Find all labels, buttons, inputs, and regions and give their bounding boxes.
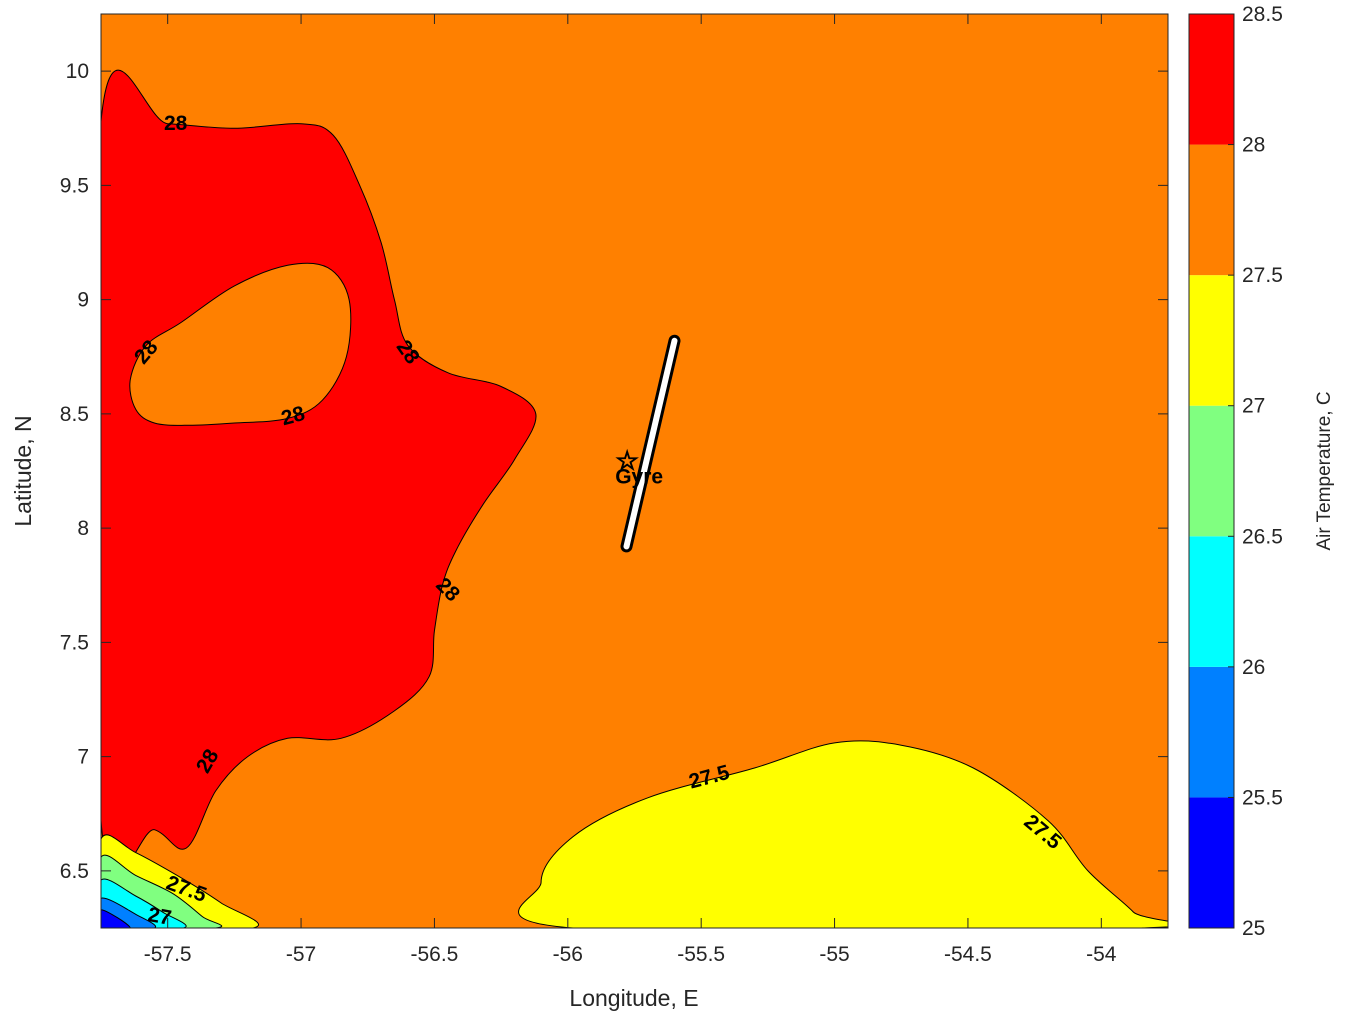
colorbar-swatch — [1189, 666, 1234, 798]
gyre-label: Gyre — [615, 466, 663, 489]
x-tick-label: -55.5 — [677, 943, 725, 966]
plot-frame — [100, 13, 1169, 929]
colorbar-swatch — [1189, 275, 1234, 406]
colorbar-label: Air Temperature, C — [1314, 391, 1335, 550]
contour-label: 27 — [146, 903, 173, 930]
gyre-marker-icon: ☆ — [616, 447, 639, 477]
contour-label: 28 — [164, 112, 188, 135]
colorbar-swatch — [1189, 14, 1234, 145]
y-axis-label: Latitude, N — [10, 415, 36, 526]
y-tick-label: 8 — [77, 517, 89, 540]
contour-regions — [101, 69, 1168, 928]
x-tick-label: -54.5 — [944, 943, 992, 966]
y-tick-label: 9.5 — [60, 174, 89, 197]
colorbar-frame — [1188, 13, 1235, 929]
x-tick-label: -56.5 — [411, 943, 459, 966]
colorbar-tick-label: 28 — [1242, 134, 1265, 157]
x-tick-label: -54 — [1086, 943, 1117, 966]
y-axis: 6.5 7 7.5 8 8.5 9 9.5 10 — [60, 60, 1168, 883]
cool-corner-25 — [101, 909, 131, 928]
colorbar-tick-label: 26 — [1242, 656, 1265, 679]
x-tick-label: -56 — [553, 943, 583, 966]
colorbar-tick-label: 28.5 — [1242, 3, 1283, 26]
y-tick-label: 9 — [77, 289, 89, 312]
colorbar-tick-label: 27.5 — [1242, 264, 1283, 287]
x-axis-label: Longitude, E — [569, 985, 698, 1011]
x-tick-label: -57.5 — [144, 943, 192, 966]
colorbar: 25 25.5 26 26.5 27 27.5 28 28.5 — [1188, 3, 1283, 940]
colorbar-swatch — [1189, 405, 1234, 537]
colorbar-swatch — [1189, 536, 1234, 667]
y-tick-label: 7 — [77, 746, 89, 769]
colorbar-tick-label: 25 — [1242, 917, 1265, 940]
y-tick-label: 6.5 — [60, 860, 89, 883]
y-tick-label: 8.5 — [60, 403, 89, 426]
track-line — [623, 337, 678, 550]
y-tick-label: 7.5 — [60, 631, 89, 654]
x-tick-label: -57 — [286, 943, 316, 966]
x-tick-label: -55 — [819, 943, 849, 966]
colorbar-swatch — [1189, 797, 1234, 928]
colorbar-tick-label: 27 — [1242, 395, 1265, 418]
colorbar-tick-label: 25.5 — [1242, 786, 1283, 809]
inner-hole — [129, 262, 352, 426]
colorbar-tick-label: 26.5 — [1242, 525, 1283, 548]
track-overlay: ☆Gyre — [615, 334, 681, 553]
warm-region — [101, 69, 537, 875]
x-axis: -57.5 -57 -56.5 -56 -55.5 -55 -54.5 -54 — [144, 14, 1117, 966]
y-tick-label: 10 — [66, 60, 89, 83]
colorbar-swatch — [1189, 144, 1234, 276]
